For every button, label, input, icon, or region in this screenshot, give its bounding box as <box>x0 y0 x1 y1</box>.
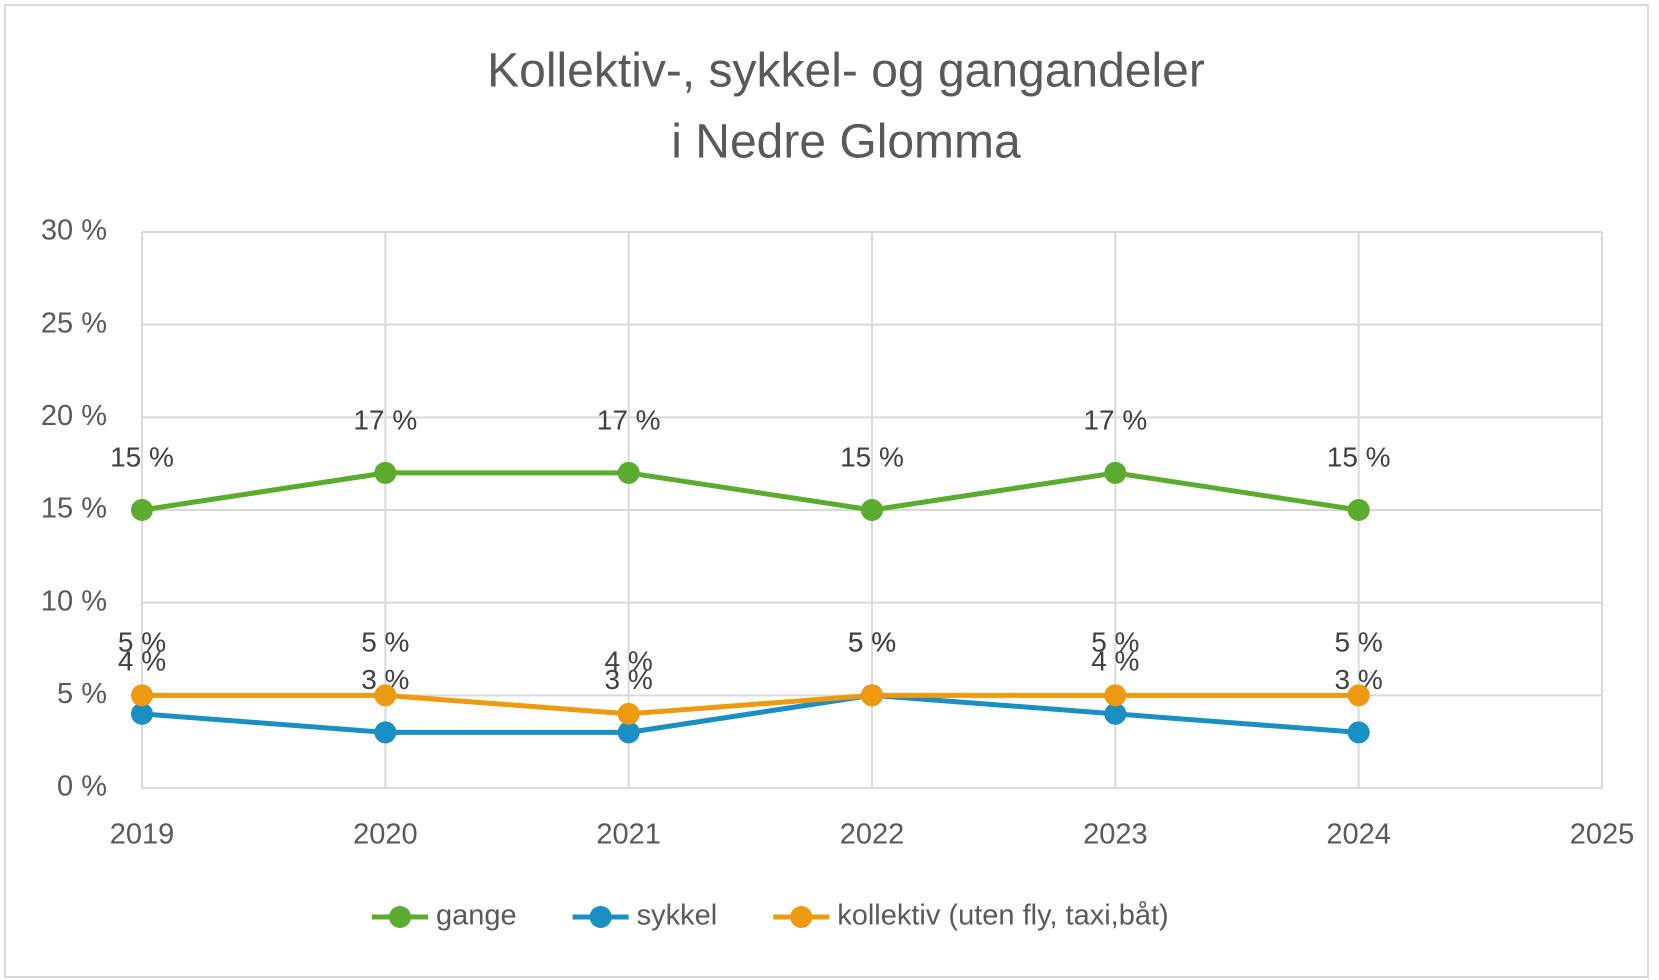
point <box>1104 702 1127 725</box>
data-label: 15 % <box>1327 441 1391 472</box>
data-label: 4 % <box>1091 645 1139 676</box>
data-label: 15 % <box>110 441 174 472</box>
point <box>861 499 883 521</box>
point <box>861 684 883 707</box>
point <box>1104 684 1127 707</box>
data-label: 5 % <box>1335 627 1383 658</box>
legend-label: kollektiv (uten fly, taxi,båt) <box>837 900 1168 932</box>
x-tick-label: 2024 <box>1326 819 1391 851</box>
data-label: 4 % <box>118 645 166 676</box>
point <box>617 721 640 744</box>
legend-marker <box>589 906 612 928</box>
series-line <box>142 692 1359 717</box>
data-label: 5 % <box>361 627 409 658</box>
data-label: 5 % <box>118 627 166 658</box>
legend-marker <box>389 906 411 928</box>
data-label: 5 % <box>1091 627 1139 658</box>
x-tick-label: 2020 <box>353 819 418 851</box>
y-tick-label: 5 % <box>57 678 107 710</box>
data-label: 17 % <box>353 404 417 435</box>
legend-label: gange <box>436 900 517 932</box>
y-tick-label: 0 % <box>57 771 107 803</box>
x-tick-label: 2023 <box>1083 819 1148 851</box>
series-line <box>141 470 1360 513</box>
point <box>617 461 640 484</box>
series-line <box>141 692 1359 735</box>
point <box>374 461 397 484</box>
point <box>1347 499 1370 521</box>
y-tick-label: 30 % <box>41 215 107 247</box>
point <box>1104 461 1127 484</box>
y-tick-label: 15 % <box>41 493 107 525</box>
point <box>131 684 153 707</box>
y-tick-label: 10 % <box>41 585 107 617</box>
point <box>131 702 153 725</box>
chart-title: Kollektiv-, sykkel- og gangandeler <box>487 45 1205 98</box>
plot: 15 %17 % 17 %15 %17 %15 %4 %3 % 3 %5 %4 %3… <box>110 404 1391 744</box>
point <box>131 499 153 521</box>
legend-label: sykkel <box>637 900 718 932</box>
point <box>374 684 397 707</box>
data-label: 4 % <box>605 645 653 676</box>
point <box>617 702 640 725</box>
x-tick-label: 2025 <box>1570 819 1635 851</box>
point <box>374 721 397 744</box>
legend-marker <box>790 906 813 928</box>
chart-title: i Nedre Glomma <box>671 116 1021 169</box>
x-tick-label: 2022 <box>840 819 905 851</box>
x-tick-label: 2019 <box>110 819 175 851</box>
data-label: 3 % <box>605 664 653 695</box>
point <box>1347 721 1370 744</box>
y-tick-label: 25 % <box>41 307 107 339</box>
data-label: 17 % <box>1083 404 1147 435</box>
data-label: 5 % <box>848 627 896 658</box>
data-label: 17 % <box>597 404 661 435</box>
point <box>1347 684 1370 707</box>
x-tick-label: 2021 <box>596 819 661 851</box>
data-label: 5 % <box>848 627 896 658</box>
data-label: 15 % <box>840 441 904 472</box>
y-tick-label: 20 % <box>41 400 107 432</box>
